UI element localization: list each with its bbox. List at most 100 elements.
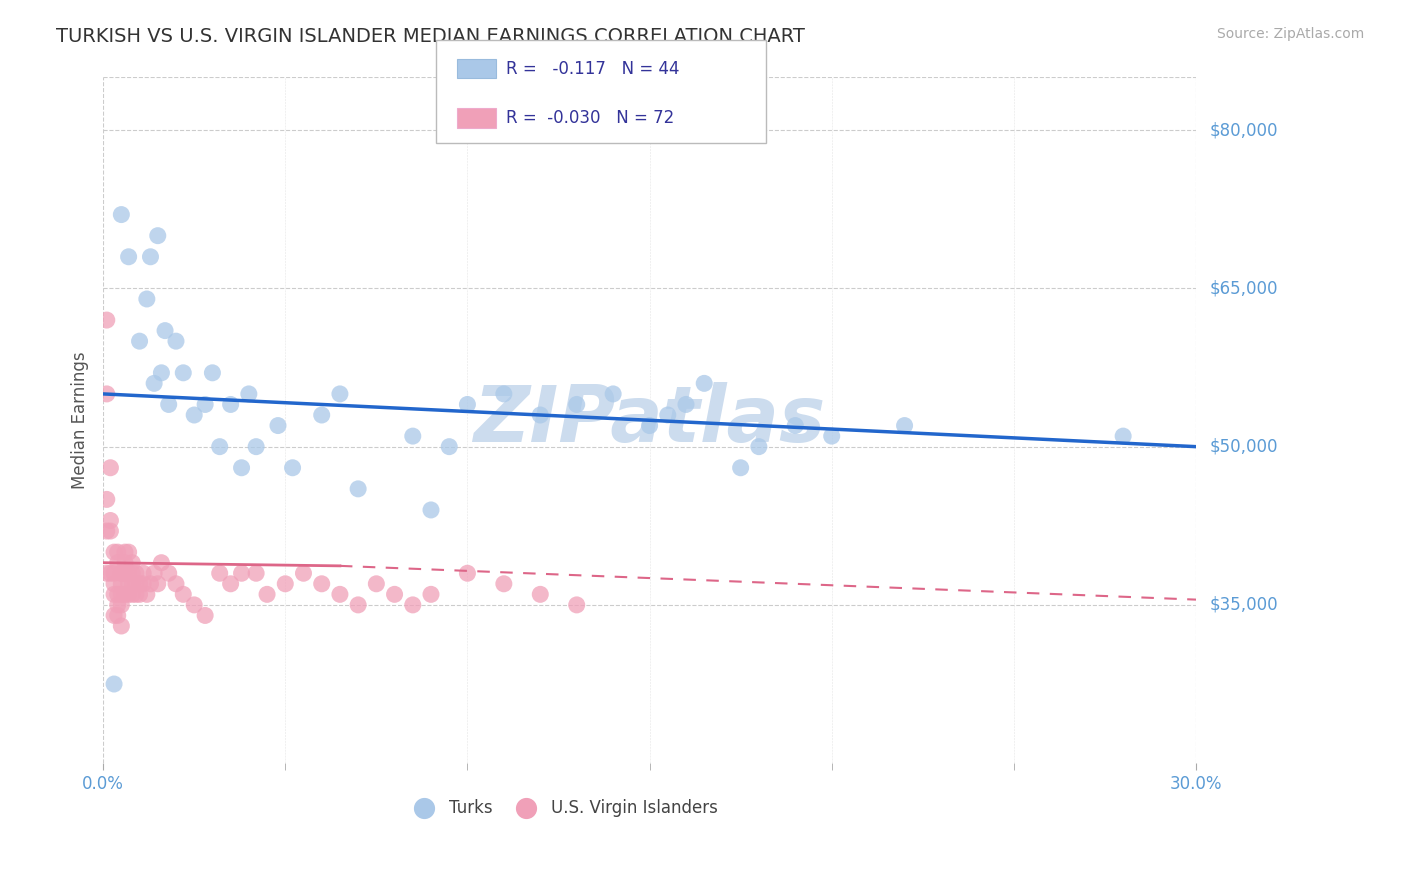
Point [96, 566, 118, 581]
Point [121, 566, 143, 581]
Point [194, 397, 217, 411]
Point [231, 566, 253, 581]
Point [121, 556, 143, 570]
Point [103, 545, 125, 559]
Point [274, 576, 297, 591]
Point [117, 250, 139, 264]
Point [366, 576, 388, 591]
Point [132, 576, 155, 591]
Point [107, 598, 129, 612]
Point [693, 376, 716, 391]
Text: R =   -0.117   N = 44: R = -0.117 N = 44 [506, 60, 679, 78]
Point [103, 587, 125, 601]
Point [114, 566, 136, 581]
Text: $65,000: $65,000 [1211, 279, 1278, 297]
Point [893, 418, 915, 433]
Point [121, 587, 143, 601]
Text: $50,000: $50,000 [1211, 438, 1278, 456]
Point [143, 376, 166, 391]
Point [117, 566, 139, 581]
Text: ZIPatlas: ZIPatlas [474, 383, 825, 458]
Point [110, 598, 132, 612]
Point [347, 482, 370, 496]
Point [103, 576, 125, 591]
Point [114, 587, 136, 601]
Point [675, 397, 697, 411]
Point [110, 566, 132, 581]
Point [96, 387, 118, 401]
Point [125, 576, 148, 591]
Point [256, 587, 278, 601]
Point [107, 587, 129, 601]
Point [143, 566, 166, 581]
Point [165, 576, 187, 591]
Point [821, 429, 844, 443]
Point [132, 566, 155, 581]
Point [100, 524, 122, 538]
Point [402, 429, 425, 443]
Point [103, 608, 125, 623]
Point [657, 408, 679, 422]
Point [638, 418, 661, 433]
Point [128, 576, 150, 591]
Text: TURKISH VS U.S. VIRGIN ISLANDER MEDIAN EARNINGS CORRELATION CHART: TURKISH VS U.S. VIRGIN ISLANDER MEDIAN E… [56, 27, 806, 45]
Point [153, 324, 176, 338]
Point [172, 587, 194, 601]
Point [100, 514, 122, 528]
Point [292, 566, 315, 581]
Y-axis label: Median Earnings: Median Earnings [72, 351, 89, 489]
Point [110, 576, 132, 591]
Point [565, 397, 588, 411]
Text: R =  -0.030   N = 72: R = -0.030 N = 72 [506, 109, 675, 127]
Point [96, 313, 118, 327]
Point [128, 587, 150, 601]
Point [267, 418, 290, 433]
Point [748, 440, 770, 454]
Legend: Turks, U.S. Virgin Islanders: Turks, U.S. Virgin Islanders [401, 792, 724, 823]
Text: Source: ZipAtlas.com: Source: ZipAtlas.com [1216, 27, 1364, 41]
Point [529, 408, 551, 422]
Text: $35,000: $35,000 [1211, 596, 1278, 614]
Point [565, 598, 588, 612]
Point [107, 608, 129, 623]
Point [219, 576, 242, 591]
Point [139, 576, 162, 591]
Point [150, 366, 173, 380]
Point [117, 545, 139, 559]
Point [219, 397, 242, 411]
Point [492, 576, 515, 591]
Text: $80,000: $80,000 [1211, 121, 1278, 139]
Point [100, 460, 122, 475]
Point [135, 292, 157, 306]
Point [121, 576, 143, 591]
Point [402, 598, 425, 612]
Point [110, 566, 132, 581]
Point [194, 608, 217, 623]
Point [529, 587, 551, 601]
Point [110, 619, 132, 633]
Point [245, 566, 267, 581]
Point [384, 587, 406, 601]
Point [96, 524, 118, 538]
Point [420, 503, 443, 517]
Point [347, 598, 370, 612]
Point [107, 556, 129, 570]
Point [117, 576, 139, 591]
Point [602, 387, 624, 401]
Point [96, 492, 118, 507]
Point [150, 556, 173, 570]
Point [281, 460, 304, 475]
Point [785, 418, 807, 433]
Point [456, 397, 478, 411]
Point [103, 677, 125, 691]
Point [492, 387, 515, 401]
Point [329, 387, 352, 401]
Point [114, 545, 136, 559]
Point [117, 587, 139, 601]
Point [172, 366, 194, 380]
Point [208, 440, 231, 454]
Point [146, 228, 169, 243]
Point [329, 587, 352, 601]
Point [107, 545, 129, 559]
Point [311, 576, 333, 591]
